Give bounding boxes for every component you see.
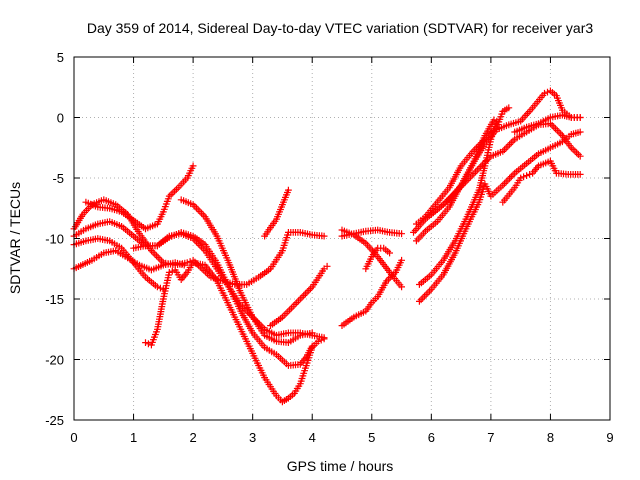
x-tick-label: 1: [130, 430, 137, 445]
data-point-plus: [576, 171, 584, 178]
data-point-plus: [548, 121, 556, 129]
data-point-plus: [507, 173, 515, 180]
data-point-plus: [509, 171, 517, 179]
data-point-plus: [550, 123, 558, 131]
data-point-plus: [505, 104, 513, 112]
data-series: [413, 116, 498, 245]
data-point-plus: [320, 335, 328, 343]
data-series: [130, 229, 316, 369]
y-tick-label: 5: [57, 50, 64, 65]
x-tick-label: 0: [70, 430, 77, 445]
data-point-plus: [509, 137, 517, 145]
x-tick-label: 6: [428, 430, 435, 445]
data-point-plus: [194, 206, 202, 214]
data-point-plus: [317, 336, 325, 344]
data-series: [511, 111, 584, 136]
data-point-plus: [303, 288, 311, 296]
data-point-plus: [285, 186, 292, 194]
data-point-plus: [153, 252, 160, 260]
data-point-plus: [470, 170, 478, 177]
data-point-plus: [308, 342, 316, 350]
data-point-plus: [398, 283, 405, 291]
data-point-plus: [398, 230, 405, 238]
data-point-plus: [308, 329, 316, 337]
y-tick-label: -5: [52, 171, 64, 186]
data-point-plus: [302, 290, 309, 298]
data-point-plus: [526, 171, 533, 178]
data-point-plus: [145, 340, 152, 348]
data-point-plus: [189, 162, 197, 170]
data-point-plus: [416, 298, 423, 305]
data-point-plus: [168, 267, 176, 275]
x-tick-label: 9: [606, 430, 613, 445]
data-series: [362, 244, 393, 273]
data-series: [261, 186, 292, 240]
x-tick-label: 4: [309, 430, 316, 445]
data-point-plus: [417, 296, 425, 304]
y-axis-label: SDTVAR / TECUs: [7, 182, 23, 294]
data-point-plus: [557, 130, 565, 138]
data-point-plus: [154, 283, 161, 291]
chart-title: Day 359 of 2014, Sidereal Day-to-day VTE…: [87, 20, 593, 36]
data-point-plus: [422, 291, 430, 298]
data-series: [177, 196, 316, 346]
data-series: [142, 259, 328, 406]
data-point-plus: [576, 114, 584, 121]
data-series: [416, 117, 501, 288]
data-point-plus: [165, 269, 173, 276]
data-series: [70, 218, 328, 342]
data-point-plus: [314, 338, 322, 345]
axis-ticks: 0 1 2 3 4 5 6 7 8 9 -25 -20 -15 -10 -5 0 5: [45, 50, 613, 445]
x-tick-label: 7: [487, 430, 494, 445]
series-layer: [70, 87, 584, 406]
data-point-plus: [541, 89, 548, 97]
data-point-plus: [555, 128, 563, 136]
data-point-plus: [576, 152, 584, 160]
y-tick-label: -10: [45, 232, 64, 247]
data-point-plus: [520, 173, 527, 181]
data-series: [82, 162, 197, 233]
x-tick-label: 5: [368, 430, 375, 445]
data-series: [410, 87, 584, 236]
data-series: [427, 120, 584, 218]
y-tick-label: -15: [45, 292, 64, 307]
data-point-plus: [199, 211, 207, 219]
y-tick-label: 0: [57, 111, 64, 126]
data-point-plus: [523, 172, 530, 179]
data-point-plus: [180, 261, 188, 269]
x-tick-label: 2: [189, 430, 196, 445]
data-point-plus: [154, 254, 162, 261]
data-point-plus: [386, 249, 393, 257]
data-series: [338, 256, 405, 329]
data-series: [499, 157, 584, 206]
data-point-plus: [477, 163, 485, 170]
x-axis-label: GPS time / hours: [287, 458, 394, 474]
data-point-plus: [490, 116, 498, 124]
data-point-plus: [493, 117, 501, 125]
data-point-plus: [576, 128, 584, 136]
y-tick-label: -20: [45, 353, 64, 368]
data-series: [267, 262, 331, 329]
data-point-plus: [320, 232, 328, 240]
x-tick-label: 8: [547, 430, 554, 445]
data-point-plus: [323, 262, 331, 270]
data-point-plus: [398, 256, 405, 264]
data-point-plus: [504, 142, 512, 150]
x-tick-label: 3: [249, 430, 256, 445]
data-point-plus: [517, 174, 525, 182]
data-point-plus: [502, 178, 510, 186]
data-point-plus: [142, 339, 149, 346]
y-tick-label: -25: [45, 413, 64, 428]
data-series: [70, 247, 188, 274]
